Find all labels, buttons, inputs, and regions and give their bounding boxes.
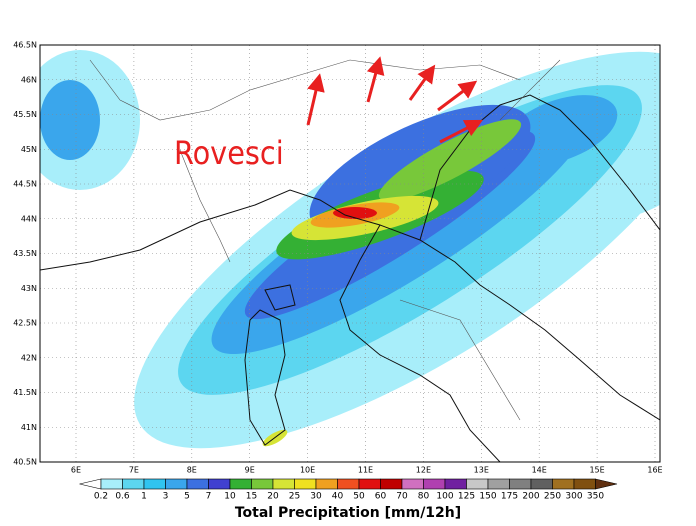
colorbar-label: 5 [184, 492, 190, 502]
lat-label: 44N [21, 214, 37, 223]
lon-label: 12E [416, 466, 431, 475]
lat-label: 46N [21, 75, 37, 84]
colorbar-swatch [122, 478, 145, 490]
colorbar-label: 0.2 [94, 492, 108, 502]
colorbar-label: 0.6 [115, 492, 130, 502]
colorbar-label: 30 [310, 492, 322, 502]
colorbar-label: 200 [522, 492, 539, 502]
lat-label: 44.5N [13, 180, 37, 189]
colorbar-label: 60 [375, 492, 387, 502]
lon-label: 15E [589, 466, 604, 475]
colorbar-label: 125 [458, 492, 475, 502]
lat-label: 43.5N [13, 249, 37, 258]
precipitation-field [40, 45, 660, 462]
lat-label: 45N [21, 145, 37, 154]
colorbar-label: 80 [418, 492, 430, 502]
colorbar-swatch [444, 478, 467, 490]
coastlines [40, 59, 660, 462]
annotation: Rovesci [174, 134, 284, 172]
colorbar-label: 150 [479, 492, 496, 502]
lon-label: 14E [532, 466, 547, 475]
colorbar-swatch [186, 478, 209, 490]
colorbar-swatch [573, 478, 596, 490]
colorbar-swatch [487, 478, 510, 490]
lon-label: 11E [358, 466, 373, 475]
colorbar-swatch [337, 478, 360, 490]
colorbar-swatch [143, 478, 166, 490]
colorbar-title: Total Precipitation [mm/12h] [235, 505, 461, 521]
lat-label: 41.5N [13, 388, 37, 397]
lon-label: 7E [129, 466, 139, 475]
colorbar-label: 3 [163, 492, 169, 502]
graticule [40, 45, 660, 462]
colorbar-swatch [208, 478, 231, 490]
colorbar-swatch [315, 478, 338, 490]
colorbar-swatch [358, 478, 381, 490]
colorbar-label: 20 [267, 492, 279, 502]
colorbar-label: 1 [141, 492, 147, 502]
lat-label: 45.5N [13, 110, 37, 119]
colorbar-label: 300 [565, 492, 582, 502]
lat-label: 41N [21, 423, 37, 432]
lat-label: 43N [21, 284, 37, 293]
colorbar-swatch [380, 478, 403, 490]
map-frame [39, 44, 661, 463]
axis-labels: 46.5N 46N 45.5N 45N 44.5N 44N 43.5N 43N 42.5N 42N… [13, 41, 662, 475]
colorbar-label: 100 [436, 492, 453, 502]
lat-label: 42N [21, 353, 37, 362]
lat-label: 40.5N [13, 458, 37, 467]
colorbar-swatch [229, 478, 252, 490]
colorbar-label: 175 [501, 492, 518, 502]
colorbar-label: 40 [332, 492, 344, 502]
colorbar-arrow [595, 478, 618, 490]
flow-arrows [306, 56, 484, 144]
lon-label: 8E [187, 466, 197, 475]
colorbar-label: 350 [587, 492, 604, 502]
colorbar-label: 250 [544, 492, 561, 502]
colorbar-swatch [100, 478, 123, 490]
colorbar-swatch [294, 478, 317, 490]
colorbar-label: 10 [224, 492, 236, 502]
colorbar-label: 25 [289, 492, 300, 502]
colorbar-swatch [165, 478, 188, 490]
colorbar-label: 70 [396, 492, 408, 502]
lon-label: 13E [474, 466, 489, 475]
colorbar: 0.2 0.6 1 3 5 7 10 15 20 25 30 40 50 60 70 80 100 125 150 1… [79, 478, 618, 502]
colorbar-swatch [466, 478, 489, 490]
lat-label: 42.5N [13, 319, 37, 328]
lon-label: 9E [245, 466, 255, 475]
lon-label: 10E [300, 466, 315, 475]
colorbar-label: 15 [246, 492, 257, 502]
lon-label: 16E [647, 466, 662, 475]
colorbar-swatch [272, 478, 295, 490]
colorbar-swatch [251, 478, 274, 490]
colorbar-swatch [530, 478, 553, 490]
colorbar-swatch [552, 478, 575, 490]
colorbar-swatch [423, 478, 446, 490]
colorbar-swatch [509, 478, 532, 490]
lon-label: 6E [71, 466, 81, 475]
lat-label: 46.5N [13, 41, 37, 50]
colorbar-label: 50 [353, 492, 365, 502]
colorbar-arrow [79, 478, 102, 490]
colorbar-label: 7 [206, 492, 212, 502]
colorbar-swatch [401, 478, 424, 490]
